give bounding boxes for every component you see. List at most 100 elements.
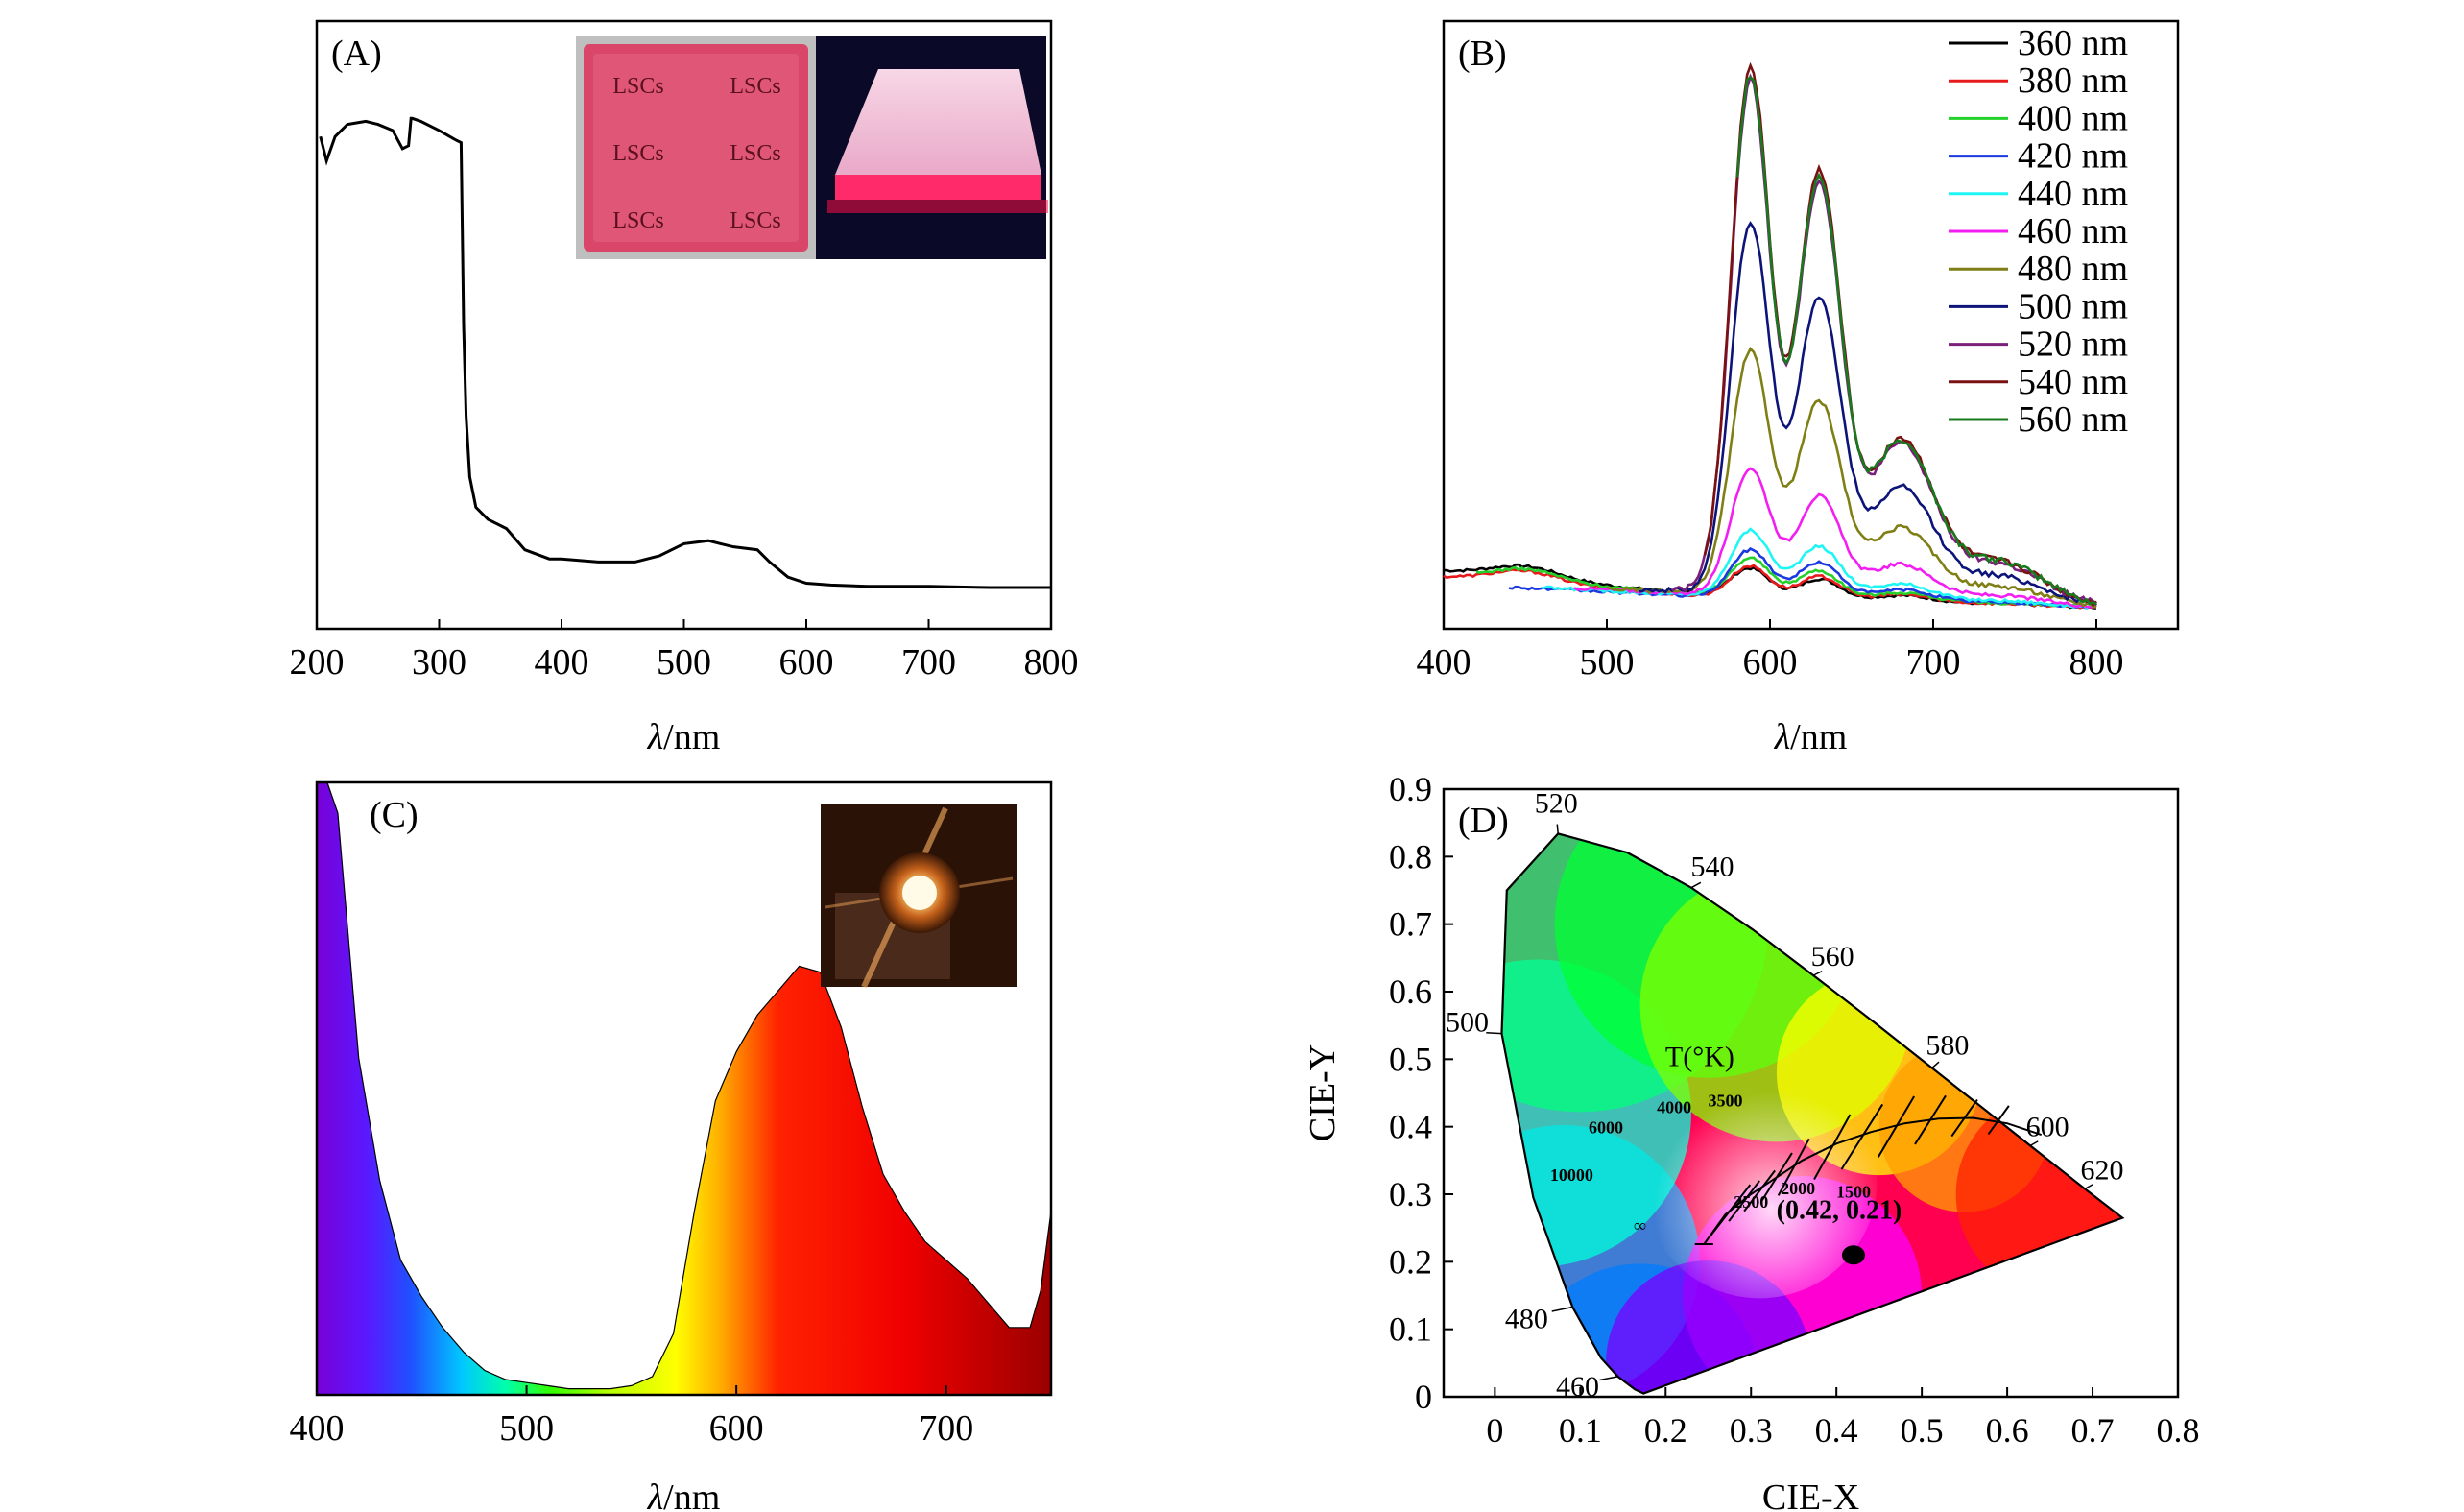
panel-label: (D) bbox=[1458, 801, 1509, 841]
x-axis-label: λ/nm bbox=[647, 717, 721, 757]
y-tick-label: 0 bbox=[1415, 1378, 1432, 1416]
slab-glow bbox=[827, 200, 1048, 213]
legend-label: 380 nm bbox=[2018, 60, 2128, 101]
x-tick-label: 700 bbox=[919, 1408, 973, 1449]
wavelength-label: 620 bbox=[2081, 1154, 2124, 1186]
lsc-text: LSCs bbox=[730, 141, 780, 166]
wavelength-label: 600 bbox=[2026, 1111, 2069, 1142]
x-axis-label: λ/nm bbox=[1774, 717, 1848, 757]
y-tick-label: 0.9 bbox=[1389, 770, 1432, 808]
slab-top bbox=[835, 69, 1041, 175]
wavelength-label: 480 bbox=[1505, 1303, 1548, 1334]
absorption-line bbox=[319, 116, 1051, 589]
plot-frame bbox=[1442, 787, 2180, 1399]
planckian-label: 1500 bbox=[1836, 1183, 1871, 1202]
y-tick-label: 0.7 bbox=[1389, 905, 1432, 944]
legend-label: 420 nm bbox=[2018, 136, 2128, 177]
x-tick-label: 0.3 bbox=[1730, 1411, 1773, 1450]
x-tick-label: 0.6 bbox=[1986, 1411, 2029, 1450]
legend-label: 400 nm bbox=[2018, 98, 2128, 138]
x-tick-label: 0.7 bbox=[2071, 1411, 2115, 1450]
isotherm-line bbox=[1760, 1152, 1793, 1203]
x-tick-label: 0.2 bbox=[1644, 1411, 1687, 1450]
planckian-label: 2500 bbox=[1734, 1192, 1768, 1212]
plot-frame bbox=[315, 780, 1053, 1397]
x-tick-label: 0.1 bbox=[1559, 1411, 1602, 1450]
legend-label: 360 nm bbox=[2018, 23, 2128, 63]
x-tick-label: 500 bbox=[1580, 642, 1635, 683]
isotherm-line bbox=[1708, 1184, 1752, 1238]
led-core bbox=[902, 876, 937, 910]
y-tick-label: 0.8 bbox=[1389, 837, 1432, 876]
x-tick-label: 500 bbox=[499, 1408, 554, 1449]
panel-label: (C) bbox=[370, 795, 419, 835]
panel-c: 400 500 600 700 λ/nm (C) bbox=[290, 780, 1053, 1512]
planckian-title: T(°K) bbox=[1665, 1041, 1734, 1072]
data-point-label: (0.42, 0.21) bbox=[1777, 1195, 1902, 1225]
x-tick-label: 0 bbox=[1486, 1411, 1503, 1450]
x-tick-label: 0.5 bbox=[1901, 1411, 1944, 1450]
y-tick-label: 0.5 bbox=[1389, 1040, 1432, 1078]
isotherm-line bbox=[1777, 1138, 1810, 1196]
wavelength-label: 540 bbox=[1690, 852, 1734, 883]
planckian-label: 3500 bbox=[1709, 1092, 1743, 1111]
wavelength-tick bbox=[2029, 1140, 2039, 1147]
wavelength-tick bbox=[1551, 1306, 1573, 1312]
wavelength-tick bbox=[1486, 1031, 1502, 1035]
isotherm-line bbox=[1743, 1169, 1776, 1212]
x-tick-label: 600 bbox=[1743, 642, 1798, 683]
planckian-label: 10000 bbox=[1550, 1165, 1593, 1185]
wavelength-label: 460 bbox=[1556, 1371, 1599, 1403]
cie-color-blob bbox=[1606, 1260, 1811, 1394]
plot-frame bbox=[1442, 19, 2180, 631]
legend-label: 500 nm bbox=[2018, 286, 2128, 326]
wavelength-label: 520 bbox=[1535, 787, 1578, 819]
wavelength-label: 500 bbox=[1446, 1007, 1489, 1039]
isotherm-line bbox=[1987, 1105, 2010, 1135]
legend-label: 480 nm bbox=[2018, 249, 2128, 289]
emission-area bbox=[317, 782, 1051, 1395]
slab-edge bbox=[835, 175, 1041, 200]
y-tick-label: 0.4 bbox=[1389, 1108, 1432, 1146]
x-tick-label: 300 bbox=[412, 642, 466, 683]
x-tick-label: 700 bbox=[1906, 642, 1961, 683]
isotherm-line bbox=[1914, 1094, 1947, 1145]
glass-inner bbox=[593, 54, 799, 242]
y-tick-label: 0.6 bbox=[1389, 972, 1432, 1011]
legend-label: 540 nm bbox=[2018, 362, 2128, 402]
y-tick-label: 0.3 bbox=[1389, 1175, 1432, 1213]
panel-d: 0 0.1 0.2 0.3 0.4 0.5 0.6 0.7 0.8 0 0.1 0.2 0.3 0.4 0.… bbox=[1303, 770, 2200, 1512]
wavelength-label: 560 bbox=[1811, 941, 1854, 972]
x-axis-label: CIE-X bbox=[1762, 1477, 1859, 1512]
legend-label: 460 nm bbox=[2018, 211, 2128, 252]
wavelength-tick bbox=[1690, 881, 1702, 889]
isotherm-line bbox=[1728, 1180, 1760, 1222]
wavelength-tick bbox=[1931, 1061, 1940, 1069]
lsc-text: LSCs bbox=[730, 208, 780, 233]
panel-label: (A) bbox=[331, 34, 382, 74]
isotherm-line bbox=[1813, 1114, 1852, 1181]
y-axis-label: CIE-Y bbox=[1303, 1044, 1343, 1141]
x-tick-label: 0.4 bbox=[1815, 1411, 1858, 1450]
emission-outline bbox=[317, 781, 1052, 1390]
planckian-label: ∞ bbox=[1634, 1216, 1646, 1236]
lsc-text: LSCs bbox=[612, 141, 663, 166]
inset-photo-led bbox=[821, 804, 1017, 989]
isotherm-line bbox=[1840, 1103, 1884, 1170]
isotherm-line bbox=[1877, 1095, 1915, 1158]
legend-label: 440 nm bbox=[2018, 174, 2128, 214]
y-tick-label: 0.2 bbox=[1389, 1242, 1432, 1281]
x-tick-label: 600 bbox=[779, 642, 834, 683]
planckian-label: 4000 bbox=[1657, 1098, 1691, 1117]
data-point bbox=[1841, 1245, 1865, 1265]
wavelength-tick bbox=[1556, 824, 1559, 834]
panel-label: (B) bbox=[1458, 34, 1507, 74]
planckian-label: 2000 bbox=[1781, 1179, 1815, 1198]
inset-photo-slab bbox=[816, 36, 1048, 259]
lsc-text: LSCs bbox=[730, 74, 780, 99]
x-tick-label: 0.8 bbox=[2157, 1411, 2200, 1450]
wavelength-tick bbox=[1599, 1376, 1618, 1381]
